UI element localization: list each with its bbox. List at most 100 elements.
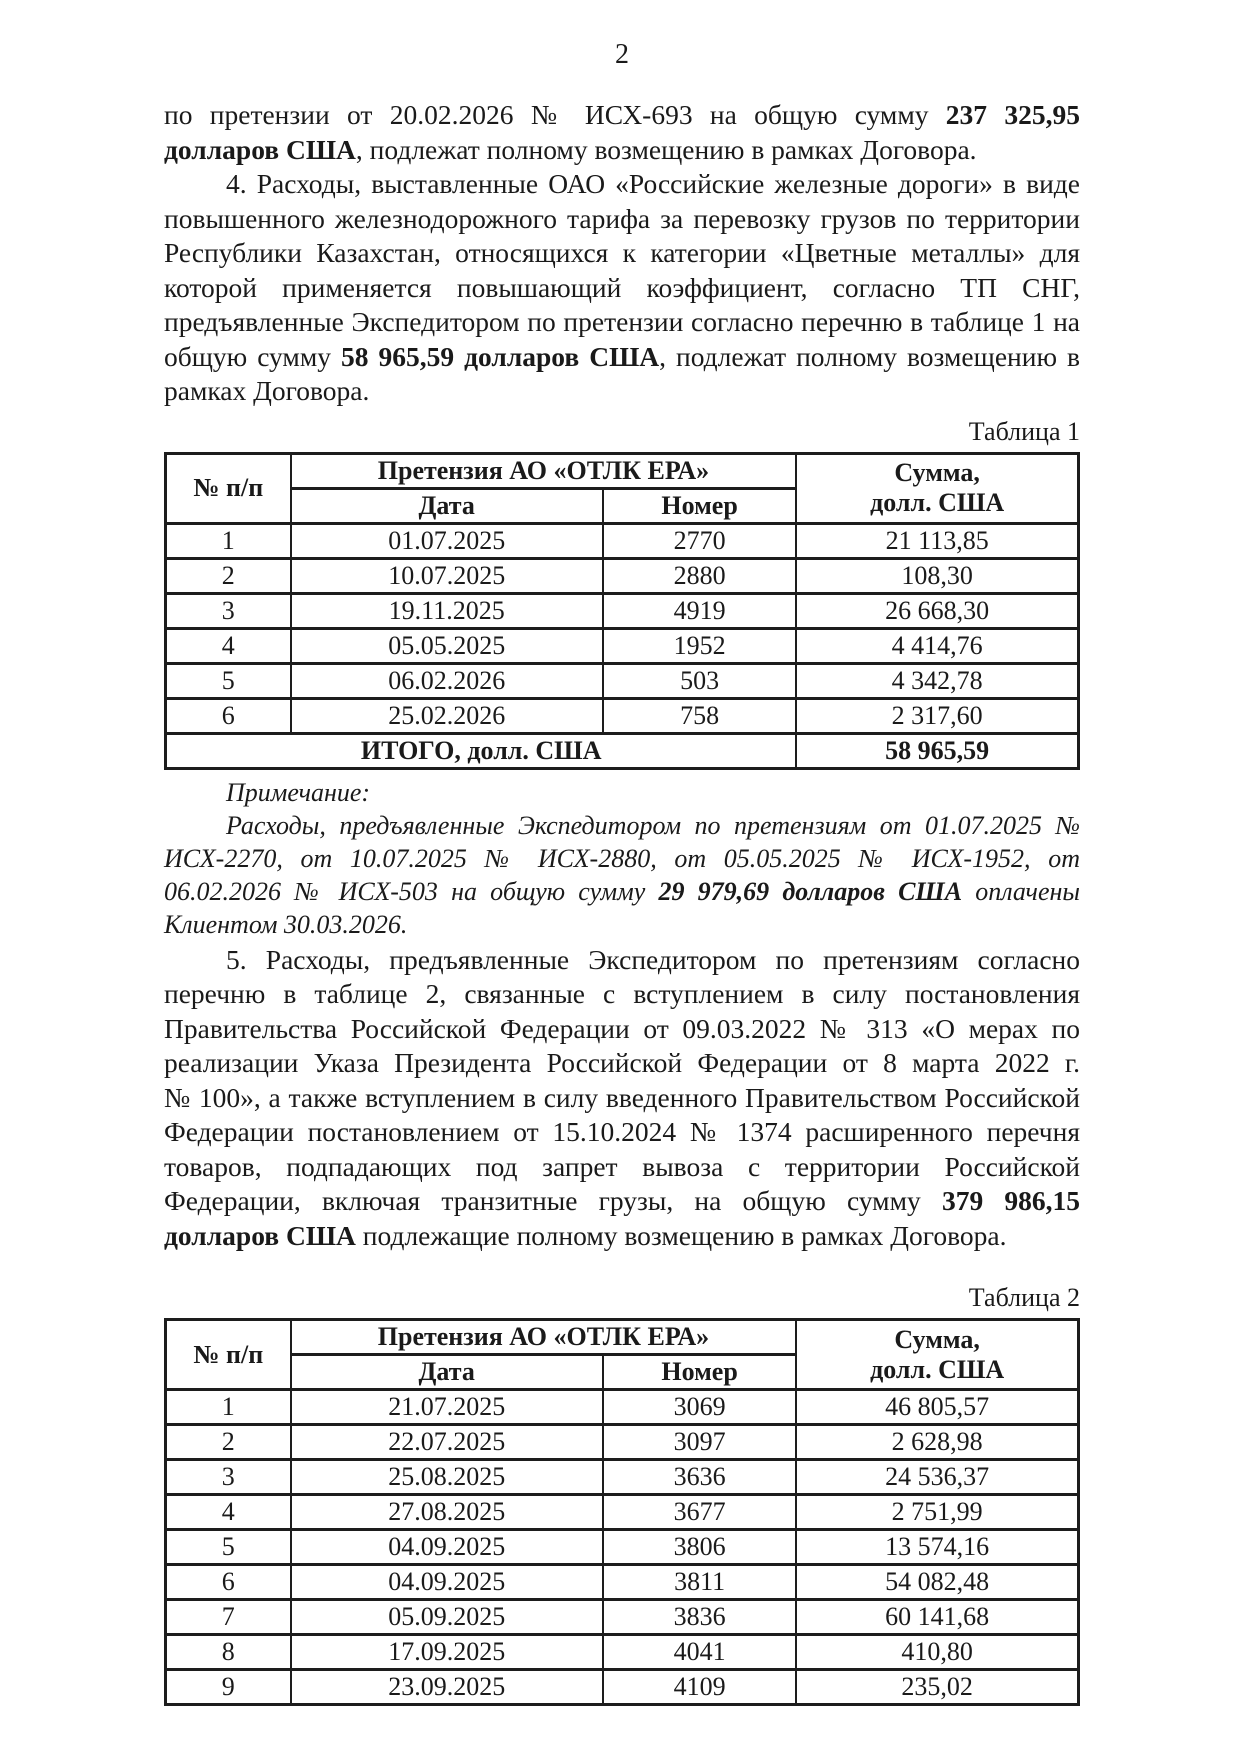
table-row: 6 25.02.2026 758 2 317,60 (164, 696, 1080, 735)
table-cell: 1952 (601, 626, 798, 665)
table-row: 4 05.05.2025 1952 4 414,76 (164, 626, 1080, 665)
table-cell: 10.07.2025 (289, 556, 604, 595)
amount-header-line1: Сумма, (894, 1324, 980, 1354)
table1-body: 1 01.07.2025 2770 21 113,85 2 10.07.2025 2880 1… (164, 521, 1080, 735)
table-cell: 1 (164, 521, 292, 560)
table-cell: 5 (164, 1528, 292, 1566)
table-row: 1 21.07.2025 3069 46 805,57 (164, 1388, 1080, 1426)
table1-col-number-header: Номер (601, 486, 798, 525)
table-cell: 3677 (601, 1493, 798, 1531)
table-cell: 13 574,16 (795, 1528, 1080, 1566)
table-cell: 2 (164, 1423, 292, 1461)
table2-col-num-header: № п/п (164, 1318, 292, 1391)
table-cell: 2 317,60 (795, 696, 1080, 735)
table-row: 8 17.09.2025 4041 410,80 (164, 1633, 1080, 1671)
table-cell: 2880 (601, 556, 798, 595)
table1-header: № п/п Претензия АО «ОТЛК ЕРА» Сумма, дол… (164, 451, 1080, 525)
table1-footer: ИТОГО, долл. США 58 965,59 (164, 731, 1080, 770)
table-cell: 54 082,48 (795, 1563, 1080, 1601)
text-segment: 4. Расходы, выставленные ОАО «Российские… (164, 168, 1080, 372)
table-cell: 2 628,98 (795, 1423, 1080, 1461)
table-row: 9 23.09.2025 4109 235,02 (164, 1668, 1080, 1706)
table-header-row: Дата Номер (166, 486, 1079, 525)
text-segment: , подлежат полному возмещению в рамках Д… (164, 340, 1080, 407)
table-cell: 3 (164, 591, 292, 630)
table-cell: 23.09.2025 (289, 1668, 604, 1706)
table2-header: № п/п Претензия АО «ОТЛК ЕРА» Сумма, дол… (164, 1318, 1080, 1391)
table2-claim-group-header: Претензия АО «ОТЛК ЕРА» (289, 1318, 798, 1356)
table-cell: 25.08.2025 (289, 1458, 604, 1496)
table-cell: 6 (164, 696, 292, 735)
table-cell: 1 (164, 1388, 292, 1426)
table-header-row: № п/п Претензия АО «ОТЛК ЕРА» Сумма, дол… (164, 451, 1080, 525)
table1-total-row: ИТОГО, долл. США 58 965,59 (164, 731, 1080, 770)
table-cell: 05.09.2025 (289, 1598, 604, 1636)
document-page: 2 по претензии от 20.02.2026 № ИСХ-693 н… (164, 39, 1080, 1706)
table-cell: 3806 (601, 1528, 798, 1566)
table-cell: 21 113,85 (795, 521, 1080, 560)
table1-col-amount-header: Сумма, долл. США (795, 451, 1080, 525)
table-header-row: № п/п Претензия АО «ОТЛК ЕРА» Сумма, дол… (164, 1318, 1080, 1391)
table2-col-date-header: Дата (289, 1353, 604, 1391)
table-row: 5 06.02.2026 503 4 342,78 (164, 661, 1080, 700)
table1-col-num-header: № п/п (164, 451, 292, 525)
table-cell: 2 751,99 (795, 1493, 1080, 1531)
table1-claim-group-header: Претензия АО «ОТЛК ЕРА» (289, 451, 798, 490)
text-segment: 5. Расходы, предъявленные Экспедитором п… (164, 943, 1080, 1217)
table-cell: 2 (164, 556, 292, 595)
table-cell: 4919 (601, 591, 798, 630)
note-section: Примечание: Расходы, предъявленные Экспе… (164, 776, 1080, 941)
table-cell: 4041 (601, 1633, 798, 1671)
table-cell: 758 (601, 696, 798, 735)
table-cell: 6 (164, 1563, 292, 1601)
text-segment: , подлежат полному возмещению в рамках Д… (355, 133, 977, 165)
note-label: Примечание: (226, 777, 371, 807)
table-cell: 01.07.2025 (289, 521, 604, 560)
table-cell: 46 805,57 (795, 1388, 1080, 1426)
text-segment: по претензии от 20.02.2026 № ИСХ-693 на … (164, 99, 946, 130)
table-cell: 26 668,30 (795, 591, 1080, 630)
table-cell: 06.02.2026 (289, 661, 604, 700)
table-cell: 17.09.2025 (289, 1633, 604, 1671)
table-cell: 8 (164, 1633, 292, 1671)
table-cell: 25.02.2026 (289, 696, 604, 735)
table1-total-label: ИТОГО, долл. США (164, 731, 798, 770)
table2-body: 1 21.07.2025 3069 46 805,57 2 22.07.2025 3097 2… (164, 1388, 1080, 1706)
table-row: 4 27.08.2025 3677 2 751,99 (164, 1493, 1080, 1531)
table-cell: 410,80 (795, 1633, 1080, 1671)
table-cell: 19.11.2025 (289, 591, 604, 630)
note-text: Расходы, предъявленные Экспедитором по п… (164, 809, 1080, 941)
table-cell: 3097 (601, 1423, 798, 1461)
table-row: 3 19.11.2025 4919 26 668,30 (164, 591, 1080, 630)
table-header-row: Дата Номер (166, 1353, 1079, 1391)
table-cell: 21.07.2025 (289, 1388, 604, 1426)
table-cell: 503 (601, 661, 798, 700)
table-cell: 4 414,76 (795, 626, 1080, 665)
table1-caption: Таблица 1 (968, 416, 1080, 446)
text-segment: 237 325,95 долларов США (164, 99, 1080, 165)
table-cell: 04.09.2025 (289, 1528, 604, 1566)
table-cell: 3836 (601, 1598, 798, 1636)
table-cell: 4 (164, 626, 292, 665)
table-row: 2 22.07.2025 3097 2 628,98 (164, 1423, 1080, 1461)
table-row: 7 05.09.2025 3836 60 141,68 (164, 1598, 1080, 1636)
text-segment: 379 986,15 долларов США (164, 1185, 1081, 1251)
amount-header-line1: Сумма, (894, 458, 980, 487)
table-cell: 22.07.2025 (289, 1423, 604, 1461)
table-row: 5 04.09.2025 3806 13 574,16 (164, 1528, 1080, 1566)
table1-total-value: 58 965,59 (795, 731, 1080, 770)
table-cell: 2770 (601, 521, 798, 560)
amount-header-line2: долл. США (870, 488, 1005, 517)
paragraph-5: 5. Расходы, предъявленные Экспедитором п… (164, 943, 1080, 1254)
table-row: 3 25.08.2025 3636 24 536,37 (164, 1458, 1080, 1496)
table-cell: 4 342,78 (795, 661, 1080, 700)
table-cell: 4109 (601, 1668, 798, 1706)
table-cell: 235,02 (795, 1668, 1080, 1706)
table2-caption: Таблица 2 (968, 1283, 1080, 1312)
table-cell: 24 536,37 (795, 1458, 1080, 1496)
text-segment: 58 965,59 долларов США (340, 340, 660, 372)
table-cell: 3 (164, 1458, 292, 1496)
table-cell: 4 (164, 1493, 292, 1531)
table1-claims: № п/п Претензия АО «ОТЛК ЕРА» Сумма, дол… (164, 451, 1080, 770)
table-cell: 04.09.2025 (289, 1563, 604, 1601)
